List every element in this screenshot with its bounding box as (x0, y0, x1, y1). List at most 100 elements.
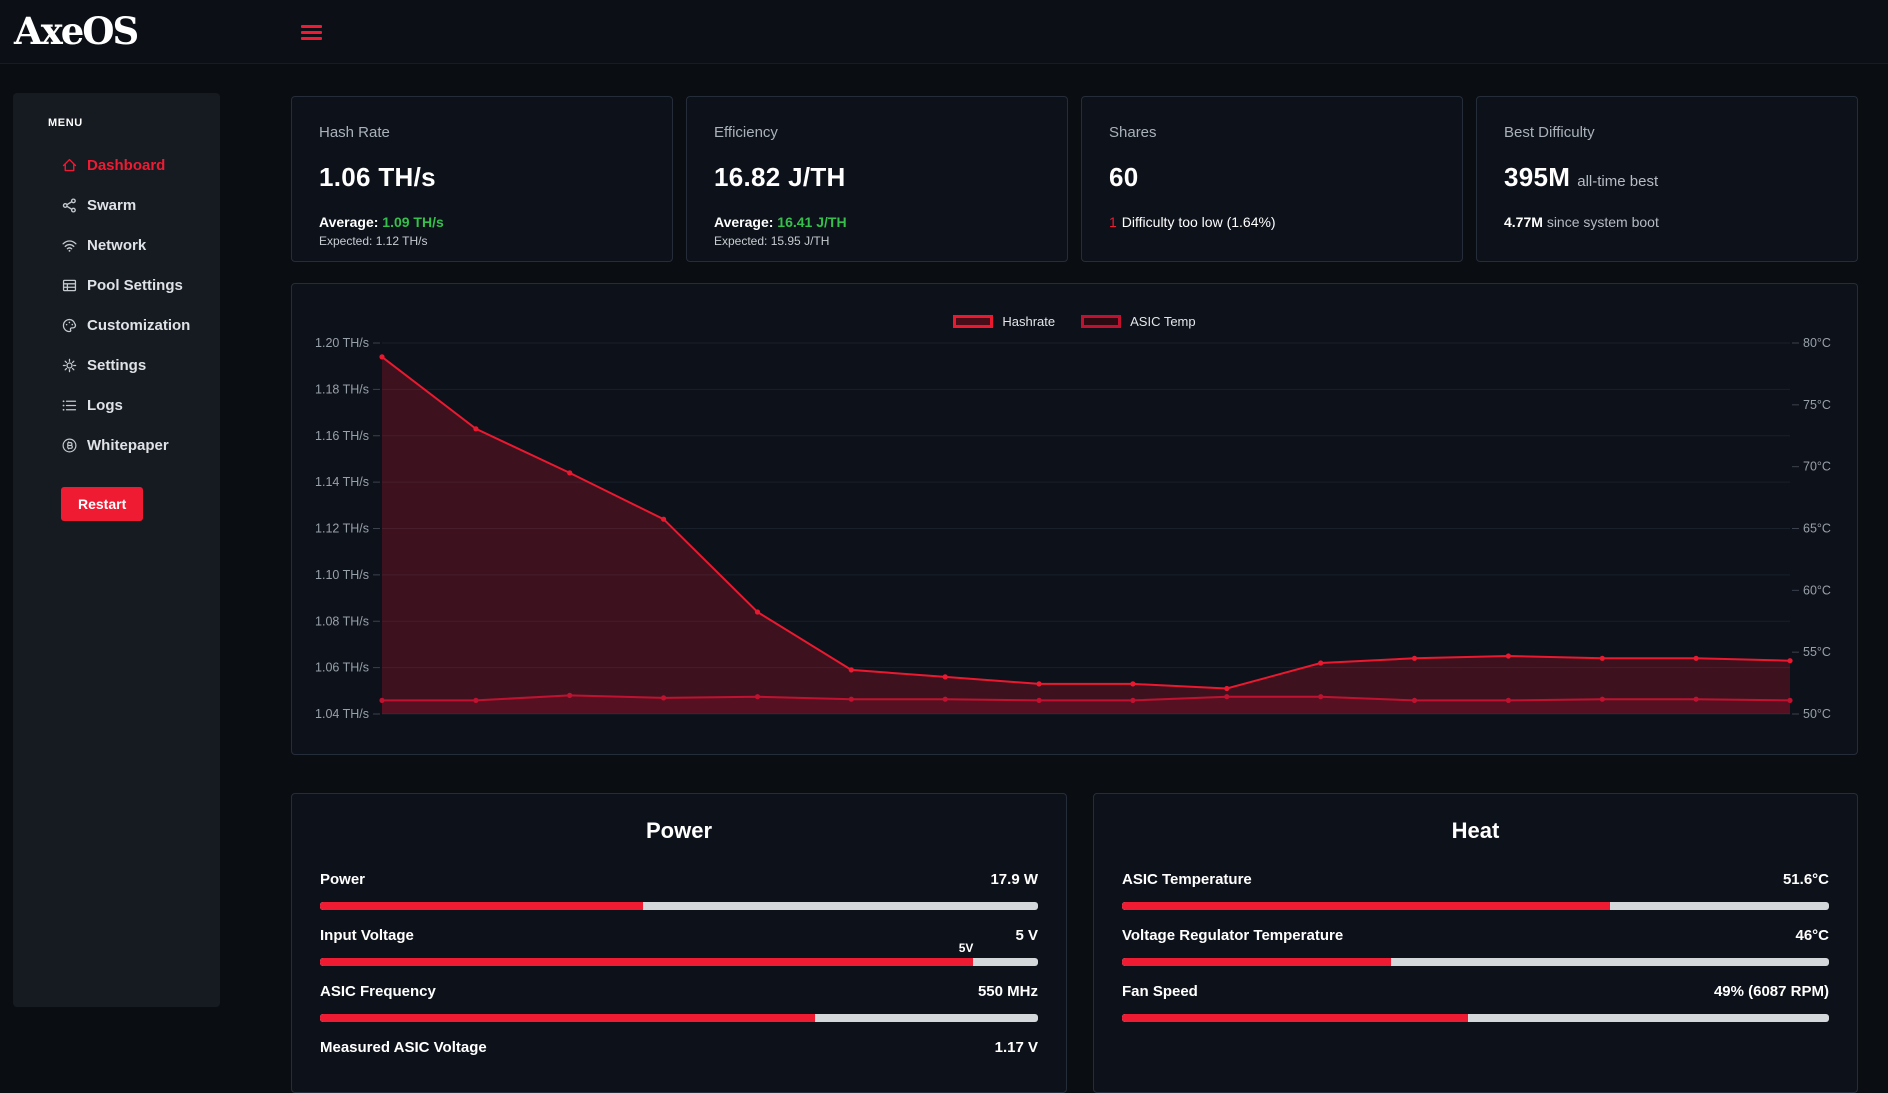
gauge-label: ASIC Frequency (320, 983, 436, 1000)
boot-difficulty: 4.77M since system boot (1504, 214, 1659, 230)
sidebar: MENU Dashboard Swarm Network Pool Settings C… (13, 93, 220, 1007)
svg-text:1.08 TH/s: 1.08 TH/s (315, 614, 369, 628)
gauge-value: 51.6°C (1782, 871, 1829, 888)
gauge-value: 550 MHz (977, 983, 1038, 1000)
svg-text:1.20 TH/s: 1.20 TH/s (315, 336, 369, 350)
sidebar-item-label: Dashboard (87, 156, 166, 174)
gauge-label: Measured ASIC Voltage (320, 1039, 487, 1056)
sidebar-item-label: Swarm (87, 196, 137, 214)
vr-temperature-row: Voltage Regulator Temperature 46°C (1122, 927, 1829, 966)
best-difficulty-value: 395M all-time best (1504, 162, 1659, 192)
gauge-label: Input Voltage (320, 927, 414, 944)
asic-temperature-row: ASIC Temperature 51.6°C (1122, 871, 1829, 910)
chart-card: 1.20 TH/s 1.18 TH/s 1.16 TH/s 1.14 TH/s 1.12… (291, 283, 1858, 755)
input-voltage-bar: 5V (320, 941, 1038, 966)
shares-rejected: 1 Difficulty too low (1.64%) (1109, 214, 1276, 230)
gear-icon (61, 357, 78, 374)
topbar: AxeOS (0, 0, 1888, 64)
fan-speed-row: Fan Speed 49% (6087 RPM) (1122, 983, 1829, 1022)
sidebar-item-label: Settings (87, 356, 147, 374)
table-icon (61, 277, 78, 294)
list-icon (61, 397, 78, 414)
svg-text:65°C: 65°C (1803, 522, 1831, 536)
gauge-value: 46°C (1795, 927, 1829, 944)
card-label: Shares (1109, 124, 1157, 141)
measured-asic-voltage-row: Measured ASIC Voltage 1.17 V (320, 1039, 1038, 1056)
sidebar-item-network[interactable]: Network (13, 225, 220, 265)
gauge-value: 1.17 V (994, 1039, 1038, 1056)
svg-text:1.10 TH/s: 1.10 TH/s (315, 568, 369, 582)
legend-label: ASIC Temp (1130, 314, 1196, 329)
app-logo: AxeOS (14, 9, 139, 53)
sidebar-nav: Dashboard Swarm Network Pool Settings Custom… (13, 145, 220, 465)
power-card-title: Power (645, 818, 713, 843)
wifi-icon (61, 237, 78, 254)
restart-button[interactable]: Restart (61, 487, 144, 521)
input-voltage-row: Input Voltage 5 V 5V (320, 927, 1038, 966)
gauge-value: 5 V (1015, 927, 1038, 944)
svg-text:50°C: 50°C (1803, 707, 1831, 721)
asic-frequency-row: ASIC Frequency 550 MHz (320, 983, 1038, 1022)
sidebar-item-whitepaper[interactable]: Whitepaper (13, 425, 220, 465)
legend-item-hashrate[interactable]: Hashrate (953, 314, 1055, 329)
card-label: Best Difficulty (1504, 124, 1595, 141)
vr-temperature-bar (1122, 958, 1829, 966)
legend-item-asic-temp[interactable]: ASIC Temp (1081, 314, 1196, 329)
sidebar-item-label: Pool Settings (87, 276, 183, 294)
sidebar-item-label: Network (87, 236, 147, 254)
chart-legend: Hashrate ASIC Temp (292, 314, 1857, 329)
efficiency-card: Efficiency 16.82 J/TH Average: 16.41 J/T… (686, 96, 1068, 262)
palette-icon (61, 317, 78, 334)
share-nodes-icon (61, 197, 78, 214)
hashrate-card: Hash Rate 1.06 TH/s Average: 1.09 TH/s E… (291, 96, 673, 262)
gauge-value: 17.9 W (990, 871, 1038, 888)
hamburger-bar (301, 30, 322, 34)
svg-text:1.12 TH/s: 1.12 TH/s (315, 522, 369, 536)
svg-text:1.18 TH/s: 1.18 TH/s (315, 382, 369, 396)
power-bar (320, 902, 1038, 910)
bitcoin-icon (61, 437, 78, 454)
svg-text:1.14 TH/s: 1.14 TH/s (315, 475, 369, 489)
heat-card: Heat ASIC Temperature 51.6°C Voltage Reg… (1093, 793, 1858, 1093)
menu-section-label: MENU (48, 117, 83, 129)
best-difficulty-card: Best Difficulty 395M all-time best 4.77M … (1476, 96, 1858, 262)
sidebar-item-customization[interactable]: Customization (13, 305, 220, 345)
svg-text:75°C: 75°C (1803, 398, 1831, 412)
sidebar-item-swarm[interactable]: Swarm (13, 185, 220, 225)
gauge-label: Voltage Regulator Temperature (1122, 927, 1344, 944)
gauge-label: Power (320, 871, 366, 888)
sidebar-item-settings[interactable]: Settings (13, 345, 220, 385)
fan-speed-bar (1122, 1014, 1829, 1022)
sidebar-item-logs[interactable]: Logs (13, 385, 220, 425)
hamburger-menu-button[interactable] (301, 20, 327, 44)
sidebar-item-label: Logs (87, 396, 123, 414)
efficiency-average: Average: 16.41 J/TH (714, 214, 847, 230)
sidebar-item-label: Customization (87, 316, 191, 334)
efficiency-expected: Expected: 15.95 J/TH (714, 234, 830, 248)
efficiency-value: 16.82 J/TH (714, 162, 846, 192)
asic-frequency-bar (320, 1014, 1038, 1022)
power-row: Power 17.9 W (320, 871, 1038, 910)
hashrate-value: 1.06 TH/s (319, 162, 436, 192)
hashrate-expected: Expected: 1.12 TH/s (319, 234, 428, 248)
gauge-label: Fan Speed (1122, 983, 1198, 1000)
rejected-count: 1 (1109, 214, 1117, 230)
hashrate-average: Average: 1.09 TH/s (319, 214, 444, 230)
asic-temp-swatch (1081, 315, 1122, 328)
sidebar-item-pool-settings[interactable]: Pool Settings (13, 265, 220, 305)
legend-label: Hashrate (1002, 314, 1056, 329)
card-label: Hash Rate (319, 124, 390, 141)
heat-card-title: Heat (1451, 818, 1500, 843)
gauge-value: 49% (6087 RPM) (1713, 983, 1829, 1000)
shares-value: 60 (1109, 162, 1139, 192)
svg-text:1.04 TH/s: 1.04 TH/s (315, 707, 369, 721)
sidebar-item-dashboard[interactable]: Dashboard (13, 145, 220, 185)
asic-temperature-bar (1122, 902, 1829, 910)
hamburger-bar (301, 36, 322, 40)
svg-text:55°C: 55°C (1803, 645, 1831, 659)
sidebar-item-label: Whitepaper (87, 436, 169, 454)
svg-text:1.06 TH/s: 1.06 TH/s (315, 661, 369, 675)
svg-text:70°C: 70°C (1803, 460, 1831, 474)
hashrate-swatch (953, 315, 994, 328)
svg-text:60°C: 60°C (1803, 583, 1831, 597)
